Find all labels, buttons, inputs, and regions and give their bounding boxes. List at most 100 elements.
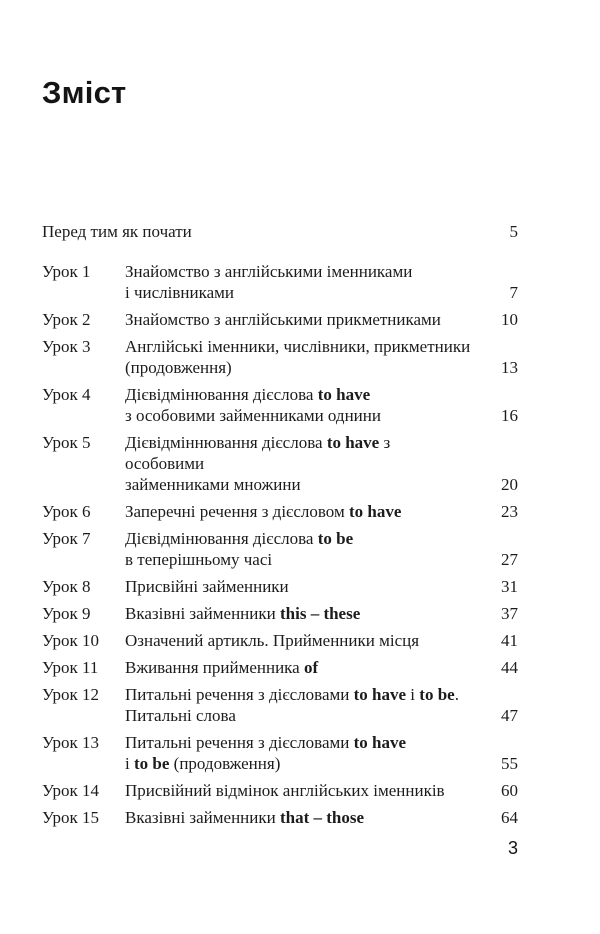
toc-text: Англійські іменники, числівники, прикмет… <box>125 337 471 356</box>
toc-term-bold: to have <box>326 433 380 452</box>
toc-line: Знайомство з англійськими іменниками <box>125 261 412 282</box>
toc-text: Знайомство з англійськими прикметниками <box>125 310 441 329</box>
toc-text: з особовими займенниками однини <box>125 406 381 425</box>
toc-line: Питальні речення з дієсловами to have <box>125 732 406 753</box>
toc-entry: Урок 12 Питальні речення з дієсловами to… <box>42 684 518 726</box>
toc-entry-page: 13 <box>501 358 518 377</box>
toc-entry-label: Урок 6 <box>42 502 91 521</box>
toc-text: Дієвідмінювання дієслова <box>125 529 318 548</box>
toc-text: Присвійні займенники <box>125 577 289 596</box>
toc-term-bold: to have <box>353 733 407 752</box>
toc-entry-title: Знайомство з англійськими іменниками і чи… <box>125 261 412 303</box>
toc-line: Означений артикль. Прийменники місця <box>125 630 419 651</box>
toc-entry-title: Питальні речення з дієсловами to have і … <box>125 684 459 726</box>
toc-line: і to be (продовження) <box>125 753 406 774</box>
toc-text: (продовження) <box>125 358 232 377</box>
toc-line: Дієвідмінювання дієслова to be <box>125 528 353 549</box>
toc-entry-page: 64 <box>501 808 518 827</box>
toc-line: Знайомство з англійськими прикметниками <box>125 309 441 330</box>
toc-entry: Урок 6 Заперечні речення з дієсловом to … <box>42 501 518 522</box>
toc-entry-label: Урок 2 <box>42 310 91 329</box>
toc-entry: Урок 13 Питальні речення з дієсловами to… <box>42 732 518 774</box>
toc-line: Дієвідміннювання дієслова to have з особ… <box>125 432 471 474</box>
toc-entry-label: Урок 8 <box>42 577 91 596</box>
toc-text: Означений артикль. Прийменники місця <box>125 631 420 650</box>
toc-entry-page: 31 <box>501 577 518 596</box>
toc-entry-title: Вказівні займенники that – those <box>125 807 364 828</box>
toc-entry-page: 60 <box>501 781 518 800</box>
toc-entry-label: Урок 11 <box>42 658 99 677</box>
toc-text: займенниками множини <box>125 475 301 494</box>
toc-entry-label: Урок 13 <box>42 733 100 752</box>
toc-entry-label: Урок 9 <box>42 604 91 623</box>
toc-entry-page: 55 <box>501 754 518 773</box>
toc-entry-page: 7 <box>509 283 519 302</box>
toc-line: Присвійні займенники <box>125 576 289 597</box>
toc-text: Вказівні займенники <box>125 808 280 827</box>
toc-line: Перед тим як почати <box>42 221 192 242</box>
toc-entry-label: Урок 1 <box>42 262 91 281</box>
toc-text: з особовими <box>125 433 391 473</box>
toc-term-bold: to have <box>317 385 371 404</box>
toc-text: Питальні речення з дієсловами <box>125 733 354 752</box>
toc-entry: Урок 10 Означений артикль. Прийменники м… <box>42 630 518 651</box>
toc-entry: Урок 11 Вживання прийменника of 44 <box>42 657 518 678</box>
toc-term-bold: to be <box>133 754 170 773</box>
toc-entry-title: Питальні речення з дієсловами to have і t… <box>125 732 406 774</box>
toc-line: Вказівні займенники that – those <box>125 807 364 828</box>
toc-entry: Урок 3 Англійські іменники, числівники, … <box>42 336 518 378</box>
toc-term-bold: to be <box>317 529 354 548</box>
toc-line: Вказівні займенники this – these <box>125 603 360 624</box>
toc-entry-label: Урок 7 <box>42 529 91 548</box>
toc-entry: Урок 5 Дієвідміннювання дієслова to have… <box>42 432 518 495</box>
toc-text: . <box>454 685 459 704</box>
toc-entry-label: Урок 3 <box>42 337 91 356</box>
toc-entry-title: Заперечні речення з дієсловом to have <box>125 501 401 522</box>
toc-line: і числівниками <box>125 282 412 303</box>
toc-text: і числівниками <box>125 283 234 302</box>
toc-entry-title: Присвійні займенники <box>125 576 289 597</box>
toc-entry: Урок 8 Присвійні займенники 31 <box>42 576 518 597</box>
toc-entry-label: Урок 10 <box>42 631 100 650</box>
toc-text: Вказівні займенники <box>125 604 280 623</box>
toc-entry-title: Англійські іменники, числівники, прикмет… <box>125 336 470 378</box>
toc-text: Питальні слова <box>125 706 236 725</box>
toc-text: Заперечні речення з дієсловом <box>125 502 349 521</box>
toc-entry: Урок 4 Дієвідмінювання дієслова to have з… <box>42 384 518 426</box>
toc-entry-label: Урок 15 <box>42 808 100 827</box>
toc-entry-page: 10 <box>501 310 518 329</box>
toc-line: Дієвідмінювання дієслова to have <box>125 384 381 405</box>
toc-entry-page: 47 <box>501 706 518 725</box>
toc-entry-title: Вживання прийменника of <box>125 657 318 678</box>
toc-entry-title: Означений артикль. Прийменники місця <box>125 630 419 651</box>
toc-line: (продовження) <box>125 357 470 378</box>
toc-text: в теперішньому часі <box>125 550 273 569</box>
toc-line: займенниками множини <box>125 474 471 495</box>
toc-entry-page: 5 <box>509 222 519 241</box>
page-title: Зміст <box>42 75 127 110</box>
toc-entry-page: 37 <box>501 604 518 623</box>
toc-entry-title: Перед тим як почати <box>42 221 192 242</box>
toc-entry-label: Урок 14 <box>42 781 100 800</box>
toc-entry: Урок 14 Присвійний відмінок англійських … <box>42 780 518 801</box>
toc-line: Заперечні речення з дієсловом to have <box>125 501 401 522</box>
toc-text: Перед тим як почати <box>42 222 192 241</box>
toc-line: Присвійний відмінок англійських іменникі… <box>125 780 445 801</box>
toc-entry-page: 20 <box>501 475 518 494</box>
toc-entry-title: Дієвідмінювання дієслова to have з особов… <box>125 384 381 426</box>
toc-text: і <box>406 685 420 704</box>
toc-entry-page: 44 <box>501 658 518 677</box>
toc-term-bold: this – these <box>279 604 361 623</box>
toc-entry: Урок 9 Вказівні займенники this – these … <box>42 603 518 624</box>
toc-text: Присвійний відмінок англійських іменникі… <box>125 781 445 800</box>
toc-text: і <box>125 754 134 773</box>
toc-entry-title: Дієвідміннювання дієслова to have з особ… <box>125 432 471 495</box>
toc-text: Дієвідміннювання дієслова <box>125 433 327 452</box>
toc-line: Вживання прийменника of <box>125 657 318 678</box>
toc-text: Вживання прийменника <box>125 658 304 677</box>
toc-list: Перед тим як почати 5 Урок 1 Знайомство … <box>42 221 518 834</box>
toc-entry-title: Вказівні займенники this – these <box>125 603 360 624</box>
toc-entry-title: Знайомство з англійськими прикметниками <box>125 309 441 330</box>
toc-text: Дієвідмінювання дієслова <box>125 385 318 404</box>
toc-entry-title: Дієвідмінювання дієслова to be в теперішн… <box>125 528 353 570</box>
